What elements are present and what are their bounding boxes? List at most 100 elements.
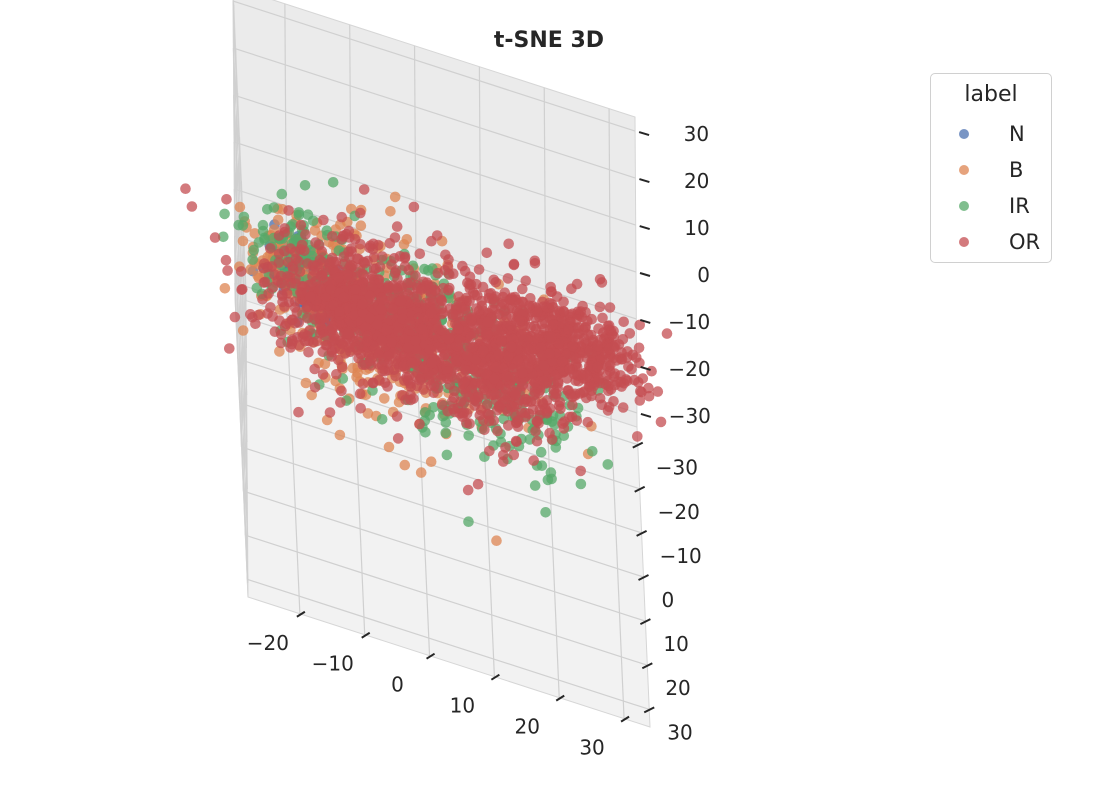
point-or xyxy=(343,225,355,237)
z-tick xyxy=(639,225,650,230)
point-or xyxy=(330,334,341,345)
point-or xyxy=(438,343,449,355)
point-or xyxy=(597,312,608,324)
point-or xyxy=(508,449,520,461)
point-or xyxy=(493,349,505,361)
z-tick-label: −30 xyxy=(669,404,711,428)
point-or xyxy=(593,323,604,335)
point-or xyxy=(405,277,416,289)
point-or xyxy=(603,324,615,336)
point-or xyxy=(470,378,481,390)
point-or xyxy=(535,342,547,354)
point-or xyxy=(516,329,527,340)
point-b xyxy=(415,467,427,478)
point-or xyxy=(453,323,464,335)
point-or xyxy=(414,374,426,386)
y-tick xyxy=(639,618,651,626)
point-ir xyxy=(558,430,570,442)
point-or xyxy=(464,279,475,291)
point-b xyxy=(300,377,312,389)
point-or xyxy=(583,360,595,372)
point-or xyxy=(553,338,565,349)
point-or xyxy=(315,283,326,295)
point-b xyxy=(334,429,346,441)
point-or xyxy=(393,326,404,337)
point-ir xyxy=(602,459,614,470)
z-tick-label: 10 xyxy=(684,216,709,240)
y-tick xyxy=(638,574,649,581)
point-or xyxy=(389,232,401,243)
point-or xyxy=(482,316,494,328)
point-or xyxy=(392,433,404,444)
grid-line-z xyxy=(232,0,636,132)
legend-label-b: B xyxy=(1009,158,1024,182)
point-or xyxy=(634,357,645,369)
point-or xyxy=(520,393,532,405)
point-or xyxy=(408,201,420,213)
point-or xyxy=(596,399,608,411)
point-or xyxy=(464,295,475,307)
point-or xyxy=(498,456,509,467)
point-or xyxy=(567,399,578,411)
point-or xyxy=(259,276,271,288)
y-tick-label: 0 xyxy=(662,588,675,612)
point-or xyxy=(462,484,474,496)
point-or xyxy=(236,284,247,296)
point-ir xyxy=(218,231,229,243)
point-or xyxy=(481,399,493,411)
point-b xyxy=(274,346,285,357)
point-or xyxy=(375,303,387,315)
point-or xyxy=(275,337,287,349)
point-or xyxy=(470,354,482,365)
point-ir xyxy=(253,237,265,248)
point-or xyxy=(516,296,528,308)
point-or xyxy=(443,333,455,345)
point-or xyxy=(355,348,367,360)
point-or xyxy=(354,388,366,400)
point-or xyxy=(250,318,261,330)
point-or xyxy=(502,273,514,284)
point-or xyxy=(618,316,629,328)
legend: label N B IR OR xyxy=(930,73,1052,263)
point-or xyxy=(355,403,367,414)
point-or xyxy=(279,245,290,257)
point-or xyxy=(258,263,269,274)
point-b xyxy=(351,371,362,383)
point-or xyxy=(399,251,411,263)
point-or xyxy=(482,329,494,340)
point-or xyxy=(484,445,495,457)
z-tick-label: −20 xyxy=(668,357,710,381)
point-or xyxy=(357,298,368,310)
chart-title: t-SNE 3D xyxy=(494,28,604,53)
point-or xyxy=(652,386,664,397)
point-or xyxy=(490,361,502,373)
point-or xyxy=(317,346,329,358)
x-tick-label: 20 xyxy=(514,715,539,739)
point-or xyxy=(265,302,276,313)
legend-marker-or xyxy=(959,237,969,247)
point-ir xyxy=(420,427,431,438)
point-or xyxy=(315,270,327,282)
z-tick xyxy=(640,365,651,371)
point-or xyxy=(438,282,449,294)
y-tick-label: −20 xyxy=(658,500,700,524)
point-or xyxy=(186,201,198,212)
point-or xyxy=(364,290,376,302)
point-or xyxy=(448,385,460,397)
y-tick xyxy=(643,706,655,714)
x-tick-label: 10 xyxy=(450,694,475,718)
point-ir xyxy=(441,449,453,461)
point-or xyxy=(548,319,559,331)
x-tick xyxy=(426,652,436,660)
point-ir xyxy=(293,207,305,218)
point-or xyxy=(556,356,568,368)
point-ir xyxy=(268,202,280,213)
point-or xyxy=(414,418,425,430)
point-or xyxy=(279,281,291,292)
point-ir xyxy=(248,244,260,256)
point-or xyxy=(279,223,290,234)
point-or xyxy=(465,331,477,342)
point-or xyxy=(593,373,604,385)
point-b xyxy=(399,459,411,471)
point-ir xyxy=(257,219,269,231)
